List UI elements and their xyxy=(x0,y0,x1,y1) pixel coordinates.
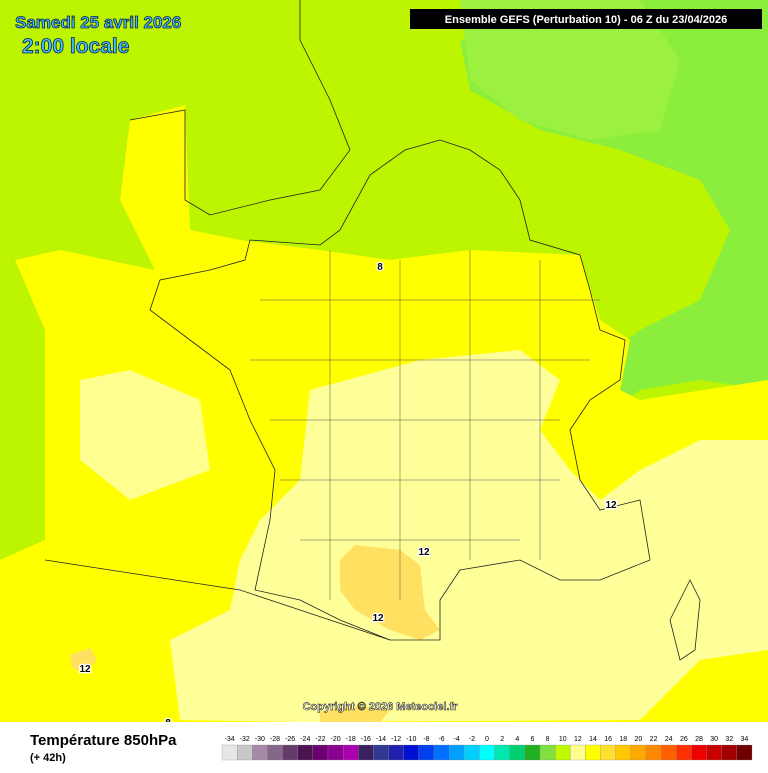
scale-label: -18 xyxy=(346,736,356,743)
scale-label: 34 xyxy=(741,736,749,743)
lead-time: (+ 42h) xyxy=(30,752,66,764)
scale-label: -28 xyxy=(270,736,280,743)
scale-label: -30 xyxy=(255,736,265,743)
color-swatch xyxy=(585,744,601,761)
temp-zone xyxy=(340,545,440,640)
color-swatch xyxy=(494,744,510,761)
scale-label: -8 xyxy=(423,736,429,743)
color-swatch xyxy=(373,744,389,761)
color-swatch xyxy=(418,744,435,761)
date-title: Samedi 25 avril 2026 xyxy=(15,13,181,32)
contour-label: 12 xyxy=(79,664,91,675)
color-swatch xyxy=(479,744,495,761)
temp-zone xyxy=(170,350,768,722)
color-swatch xyxy=(570,744,586,761)
scale-label: 4 xyxy=(515,736,519,743)
scale-label: 18 xyxy=(619,736,627,743)
coastline xyxy=(149,139,651,641)
color-swatch xyxy=(297,744,314,761)
run-info: Ensemble GEFS (Perturbation 10) - 06 Z d… xyxy=(445,14,727,26)
scale-label: -2 xyxy=(469,736,475,743)
color-swatch xyxy=(539,744,556,761)
scale-label: -22 xyxy=(315,736,325,743)
scale-label: -4 xyxy=(454,736,460,743)
scale-label: -34 xyxy=(225,736,235,743)
scale-label: 14 xyxy=(589,736,597,743)
temp-zone xyxy=(70,648,97,672)
scale-label: -10 xyxy=(406,736,416,743)
coastline xyxy=(44,559,391,641)
scale-label: -32 xyxy=(240,736,250,743)
scale-label: 20 xyxy=(635,736,643,743)
scale-label: 32 xyxy=(725,736,733,743)
contour-label: 12 xyxy=(605,500,617,511)
color-swatch xyxy=(721,744,738,761)
run-info-box xyxy=(410,9,762,29)
color-swatch xyxy=(691,744,707,761)
department-borders xyxy=(250,250,600,600)
color-swatch xyxy=(358,744,374,761)
scale-label: -16 xyxy=(361,736,371,743)
color-swatch xyxy=(464,744,480,761)
color-swatch xyxy=(736,744,753,761)
scale-label: 8 xyxy=(546,736,550,743)
coastline xyxy=(129,0,351,216)
scale-label: 12 xyxy=(574,736,582,743)
coastline xyxy=(669,579,701,661)
temp-zone xyxy=(320,705,390,722)
color-swatch xyxy=(706,744,722,761)
contour-label: 8 xyxy=(377,262,383,273)
contour-label: 12 xyxy=(418,547,430,558)
scale-label: -6 xyxy=(438,736,444,743)
color-swatch xyxy=(342,744,359,761)
scale-label: -12 xyxy=(391,736,401,743)
color-swatch xyxy=(600,744,616,761)
scale-label: 0 xyxy=(485,736,489,743)
color-swatch xyxy=(282,744,298,761)
color-swatch xyxy=(312,744,329,761)
color-swatch xyxy=(448,744,465,761)
scale-label: -14 xyxy=(376,736,386,743)
scale-label: 6 xyxy=(530,736,534,743)
color-swatch xyxy=(221,744,238,761)
color-swatch xyxy=(327,744,344,761)
temp-zone xyxy=(80,370,210,500)
scale-label: 10 xyxy=(559,736,567,743)
color-swatch xyxy=(554,744,571,761)
legend-title: Température 850hPa xyxy=(30,732,177,749)
scale-label: -20 xyxy=(331,736,341,743)
scale-label: 22 xyxy=(650,736,658,743)
color-scale: -34 -32 -30 -28 -26 -24 -22 -20 -18 -16 -14 -12 -10-… xyxy=(221,736,753,761)
scale-label: 30 xyxy=(710,736,718,743)
color-swatch xyxy=(676,744,692,761)
scale-label: 24 xyxy=(665,736,673,743)
color-swatch xyxy=(630,744,647,761)
color-swatch xyxy=(388,744,404,761)
color-swatch xyxy=(660,744,677,761)
time-title: 2:00 locale xyxy=(22,35,129,58)
scale-label: -24 xyxy=(300,736,310,743)
color-swatch xyxy=(252,744,268,761)
color-swatch xyxy=(509,744,526,761)
color-swatch xyxy=(524,744,541,761)
color-swatch xyxy=(267,744,283,761)
scale-label: -26 xyxy=(285,736,295,743)
scale-label: 28 xyxy=(695,736,703,743)
scale-label: 26 xyxy=(680,736,688,743)
color-swatch xyxy=(403,744,420,761)
copyright: Copyright © 2026 Meteociel.fr xyxy=(303,701,459,713)
temp-zone xyxy=(460,0,680,140)
color-swatch xyxy=(236,744,253,761)
color-swatch xyxy=(433,744,450,761)
color-swatch xyxy=(615,744,632,761)
contour-label: 12 xyxy=(372,613,384,624)
color-swatch xyxy=(645,744,662,761)
scale-label: 16 xyxy=(604,736,612,743)
scale-label: 2 xyxy=(500,736,504,743)
